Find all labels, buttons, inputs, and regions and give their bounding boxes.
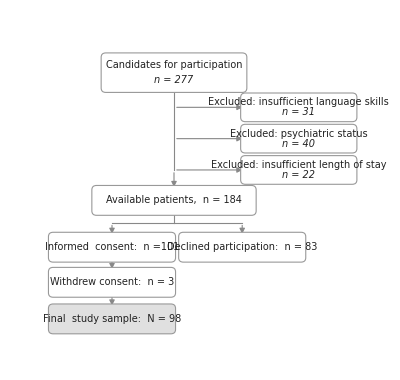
FancyBboxPatch shape [101, 53, 247, 92]
FancyBboxPatch shape [241, 124, 357, 153]
FancyBboxPatch shape [48, 268, 176, 297]
Text: Excluded: insufficient length of stay: Excluded: insufficient length of stay [211, 160, 386, 170]
FancyBboxPatch shape [48, 232, 176, 262]
FancyBboxPatch shape [241, 93, 357, 122]
Text: Declined participation:  n = 83: Declined participation: n = 83 [167, 242, 317, 252]
Text: n = 31: n = 31 [282, 107, 315, 117]
FancyBboxPatch shape [48, 304, 176, 334]
Text: Candidates for participation: Candidates for participation [106, 60, 242, 70]
Text: n = 277: n = 277 [154, 75, 194, 86]
Text: Informed  consent:  n =101: Informed consent: n =101 [45, 242, 179, 252]
Text: Withdrew consent:  n = 3: Withdrew consent: n = 3 [50, 277, 174, 287]
Text: Available patients,  n = 184: Available patients, n = 184 [106, 195, 242, 205]
FancyBboxPatch shape [241, 156, 357, 184]
Text: n = 22: n = 22 [282, 170, 315, 180]
Text: Final  study sample:  N = 98: Final study sample: N = 98 [43, 314, 181, 324]
Text: Excluded: psychiatric status: Excluded: psychiatric status [230, 129, 368, 139]
Text: n = 40: n = 40 [282, 139, 315, 149]
Text: Excluded: insufficient language skills: Excluded: insufficient language skills [208, 97, 389, 108]
FancyBboxPatch shape [92, 185, 256, 215]
FancyBboxPatch shape [179, 232, 306, 262]
